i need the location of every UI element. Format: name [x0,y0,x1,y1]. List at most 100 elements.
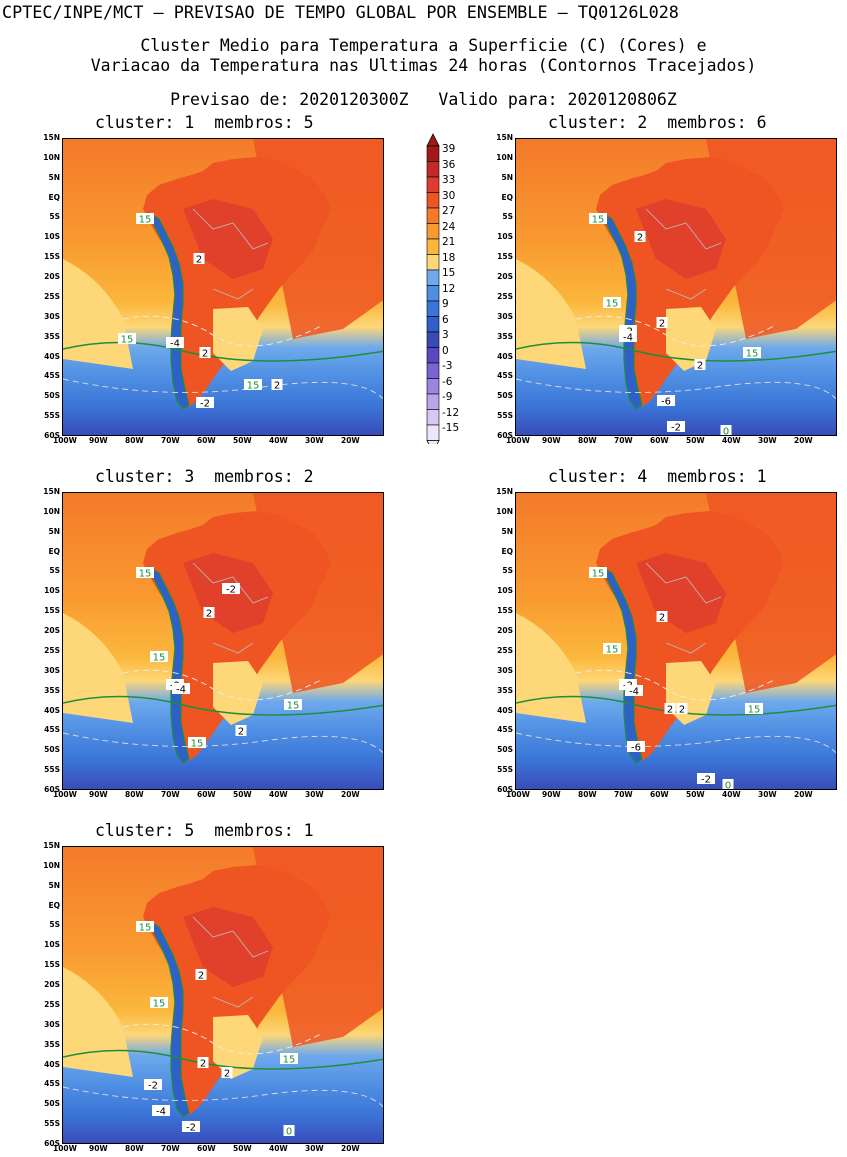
lat-tick-label: 45S [497,371,513,381]
contour-label: 2 [637,233,643,244]
lat-tick-label: 45S [44,725,60,735]
lat-tick-label: 30S [44,311,60,321]
lon-tick-label: 70W [161,790,180,799]
lon-tick-label: 100W [506,790,530,799]
map-panel-5: 15 15 15 2 2 2 -2 -4 -2 0 [62,846,384,1144]
colorbar-label: -6 [442,375,453,388]
header-subtitle-2: Variacao da Temperatura nas Ultimas 24 h… [90,56,757,75]
lon-tick-label: 50W [686,790,705,799]
lat-tick-label: EQ [48,546,61,556]
colorbar-swatch [426,207,440,224]
lon-tick-label: 100W [506,436,530,445]
lat-tick-label: 30S [44,1019,60,1029]
lat-tick-label: 5N [48,172,61,182]
lat-tick-label: 10N [43,860,60,870]
lon-tick-label: 60W [650,436,669,445]
contour-label: 15 [139,569,152,580]
contour-label: 15 [592,569,605,580]
lat-tick-label: 35S [44,1039,60,1049]
lat-tick-label: 20S [497,626,513,636]
lat-tick-label: 60S [44,431,60,440]
contour-label: -4 [623,333,633,344]
colorbar-label: 39 [442,143,456,155]
contour-label: 2 [679,705,685,716]
contour-label: 0 [286,1127,292,1138]
contour-label: 2 [238,727,244,738]
lat-tick-label: 15S [44,960,60,970]
lat-tick-label: 5N [48,526,61,536]
lon-tick-label: 30W [758,436,777,445]
lat-tick-label: 40S [497,351,513,361]
lon-tick-label: 20W [794,436,813,445]
lon-tick-label: 70W [614,790,633,799]
lon-tick-label: 90W [89,436,108,445]
lat-tick-label: 35S [497,685,513,695]
lat-tick-label: 50S [44,1099,60,1109]
lat-tick-label: 15S [497,252,513,262]
contour-label: -2 [226,585,236,596]
lat-tick-label: 40S [497,705,513,715]
colorbar [426,133,440,444]
lon-tick-label: 60W [197,1144,216,1153]
lat-tick-label: 25S [44,291,60,301]
lon-tick-label: 20W [341,1144,360,1153]
lat-tick-label: 50S [44,745,60,755]
colorbar-swatch [426,378,440,395]
lon-tick-label: 70W [161,1144,180,1153]
colorbar-swatch [426,316,440,333]
contour-label: 2 [697,361,703,372]
lon-tick-label: 60W [197,436,216,445]
lat-tick-label: 60S [497,785,513,794]
lat-tick-label: 25S [497,291,513,301]
contour-label: 2 [274,381,280,392]
contour-label: 15 [746,349,759,360]
colorbar-swatch [426,424,440,441]
lat-tick-label: 55S [497,411,513,421]
lat-tick-label: 5N [501,526,514,536]
contour-label: 2 [667,705,673,716]
lon-tick-label: 90W [89,790,108,799]
lon-tick-label: 20W [341,790,360,799]
lat-tick-label: EQ [48,192,61,202]
contour-label: -2 [200,399,210,410]
contour-label: -4 [156,1107,166,1118]
contour-label: 2 [659,319,665,330]
colorbar-swatch [426,254,440,271]
lon-tick-label: 30W [305,790,324,799]
lat-tick-label: 5N [501,172,514,182]
lat-tick-label: EQ [501,546,514,556]
contour-label: 2 [198,971,204,982]
lat-tick-label: 55S [44,765,60,775]
lon-tick-label: 30W [305,1144,324,1153]
lat-tick-label: 10N [43,152,60,162]
lon-tick-label: 80W [578,436,597,445]
contour-label: -4 [170,339,180,350]
lat-tick-label: 5S [502,566,513,576]
lat-tick-label: 50S [497,745,513,755]
lon-tick-label: 40W [722,790,741,799]
lat-tick-label: 25S [44,645,60,655]
colorbar-swatch [426,238,440,255]
lon-tick-label: 30W [758,790,777,799]
lon-tick-label: 30W [305,436,324,445]
lat-tick-label: 15N [496,487,513,496]
colorbar-label: 36 [442,158,456,171]
lon-tick-label: 70W [161,436,180,445]
lon-tick-label: 100W [53,1144,77,1153]
lat-tick-label: 45S [44,1079,60,1089]
lat-tick-label: EQ [48,900,61,910]
contour-label: 2 [196,255,202,266]
colorbar-swatch [426,393,440,410]
colorbar-swatch [426,161,440,178]
colorbar-label: -9 [442,391,453,403]
lon-tick-label: 90W [89,1144,108,1153]
lat-tick-label: 15N [43,133,60,142]
lat-tick-label: 15S [44,252,60,262]
contour-label: 15 [121,335,134,346]
contour-label: 0 [723,427,729,437]
colorbar-swatch [426,409,440,426]
contour-label: -2 [671,423,681,434]
lat-tick-label: 10N [496,152,513,162]
lat-tick-label: 25S [44,999,60,1009]
lat-tick-label: 20S [44,626,60,636]
